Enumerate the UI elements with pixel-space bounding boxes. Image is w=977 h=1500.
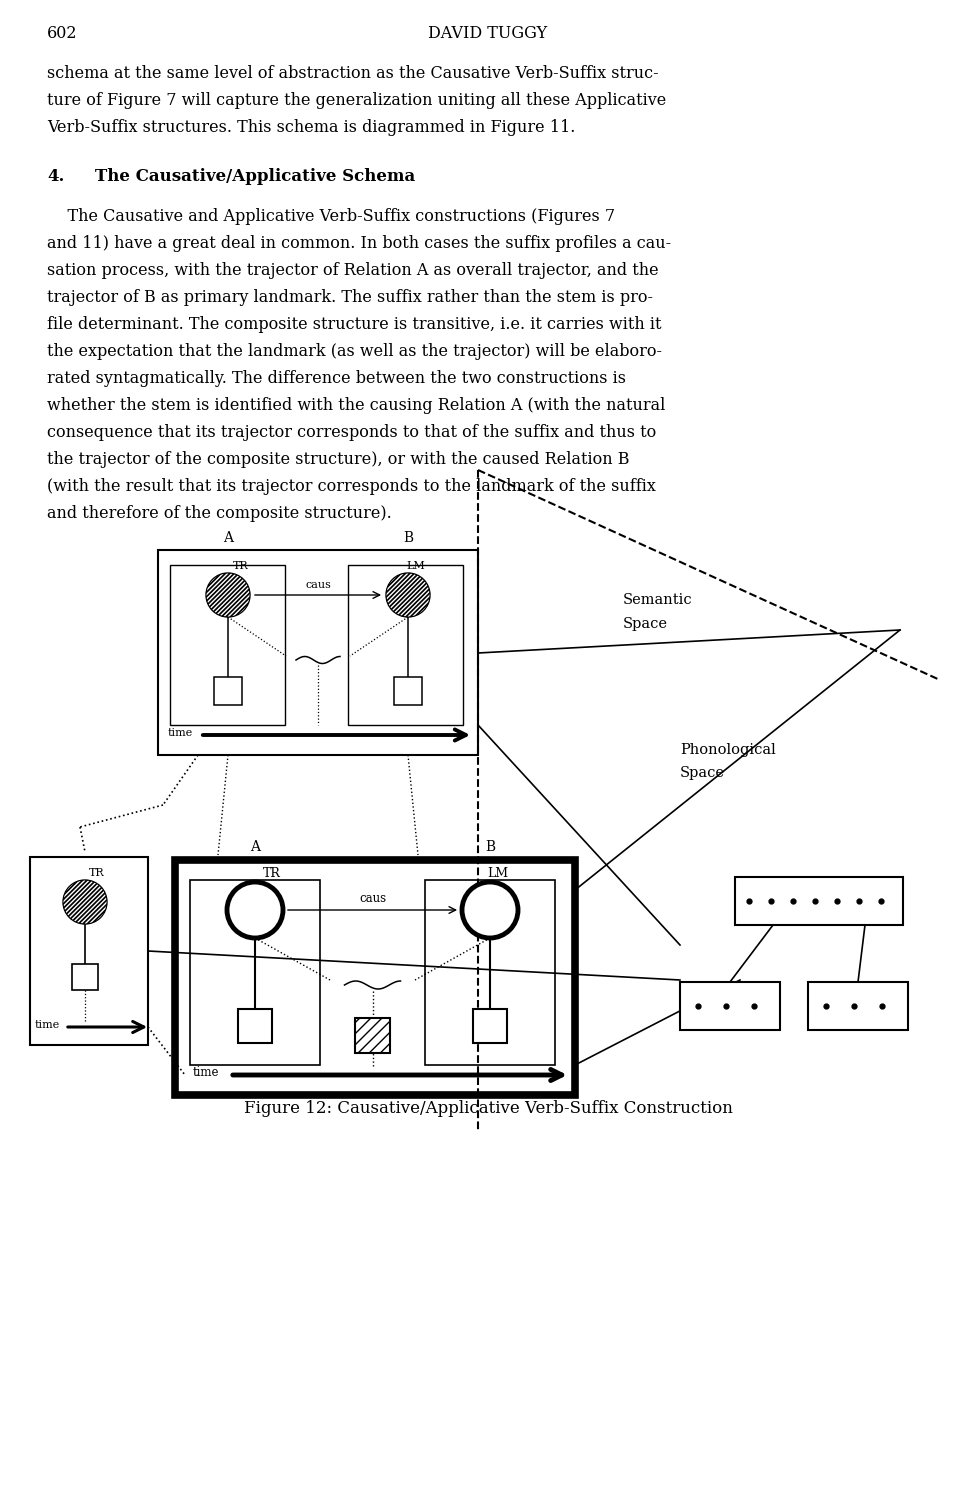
Text: trajector of B as primary landmark. The suffix rather than the stem is pro-: trajector of B as primary landmark. The … xyxy=(47,290,653,306)
Text: (with the result that its trajector corresponds to the landmark of the suffix: (with the result that its trajector corr… xyxy=(47,478,656,495)
Text: A: A xyxy=(223,531,233,544)
Text: TR: TR xyxy=(89,868,105,877)
Bar xyxy=(394,676,422,705)
Text: Space: Space xyxy=(680,766,725,780)
Text: Space: Space xyxy=(623,616,668,632)
Text: LM: LM xyxy=(487,867,508,880)
Circle shape xyxy=(227,882,283,938)
Text: TR: TR xyxy=(263,867,280,880)
Text: schema at the same level of abstraction as the Causative Verb-Suffix struc-: schema at the same level of abstraction … xyxy=(47,64,658,82)
Bar xyxy=(190,880,320,1065)
Text: the expectation that the landmark (as well as the trajector) will be elaboro-: the expectation that the landmark (as we… xyxy=(47,344,662,360)
Text: Figure 12: Causative/Applicative Verb-Suffix Construction: Figure 12: Causative/Applicative Verb-Su… xyxy=(243,1100,733,1118)
Bar xyxy=(425,880,555,1065)
Text: caus: caus xyxy=(359,892,386,904)
Bar xyxy=(355,1019,390,1053)
Text: ture of Figure 7 will capture the generalization uniting all these Applicative: ture of Figure 7 will capture the genera… xyxy=(47,92,666,110)
Text: sation process, with the trajector of Relation A as overall trajector, and the: sation process, with the trajector of Re… xyxy=(47,262,658,279)
Bar xyxy=(30,856,148,1046)
Bar xyxy=(158,550,478,754)
Bar xyxy=(680,982,780,1030)
Bar xyxy=(214,676,242,705)
Text: B: B xyxy=(403,531,413,544)
Bar xyxy=(175,859,575,1095)
Text: Semantic: Semantic xyxy=(623,592,693,608)
Bar xyxy=(473,1010,507,1042)
Text: whether the stem is identified with the causing Relation A (with the natural: whether the stem is identified with the … xyxy=(47,398,665,414)
Text: and 11) have a great deal in common. In both cases the suffix profiles a cau-: and 11) have a great deal in common. In … xyxy=(47,236,671,252)
Text: file determinant. The composite structure is transitive, i.e. it carries with it: file determinant. The composite structur… xyxy=(47,316,661,333)
Text: the trajector of the composite structure), or with the caused Relation B: the trajector of the composite structure… xyxy=(47,452,629,468)
Bar xyxy=(348,566,463,724)
Text: 4.: 4. xyxy=(47,168,64,184)
Text: and therefore of the composite structure).: and therefore of the composite structure… xyxy=(47,506,392,522)
Text: The Causative and Applicative Verb-Suffix constructions (Figures 7: The Causative and Applicative Verb-Suffi… xyxy=(47,209,616,225)
Text: consequence that its trajector corresponds to that of the suffix and thus to: consequence that its trajector correspon… xyxy=(47,424,657,441)
Text: time: time xyxy=(168,728,193,738)
Text: caus: caus xyxy=(305,580,331,590)
Text: TR: TR xyxy=(233,561,248,572)
Circle shape xyxy=(206,573,250,616)
Circle shape xyxy=(386,573,430,616)
Bar xyxy=(238,1010,272,1042)
Text: rated syntagmatically. The difference between the two constructions is: rated syntagmatically. The difference be… xyxy=(47,370,626,387)
Text: DAVID TUGGY: DAVID TUGGY xyxy=(428,26,548,42)
Circle shape xyxy=(63,880,107,924)
Circle shape xyxy=(462,882,518,938)
Text: 602: 602 xyxy=(47,26,77,42)
Bar xyxy=(735,878,903,926)
Bar xyxy=(808,982,908,1030)
Bar xyxy=(72,964,98,990)
Bar xyxy=(170,566,285,724)
Text: time: time xyxy=(35,1020,61,1031)
Text: B: B xyxy=(485,840,495,854)
Text: The Causative/Applicative Schema: The Causative/Applicative Schema xyxy=(95,168,415,184)
Text: LM: LM xyxy=(406,561,425,572)
Text: time: time xyxy=(193,1066,220,1080)
Text: A: A xyxy=(250,840,260,854)
Text: Verb-Suffix structures. This schema is diagrammed in Figure 11.: Verb-Suffix structures. This schema is d… xyxy=(47,118,575,136)
Text: Phonological: Phonological xyxy=(680,742,776,758)
